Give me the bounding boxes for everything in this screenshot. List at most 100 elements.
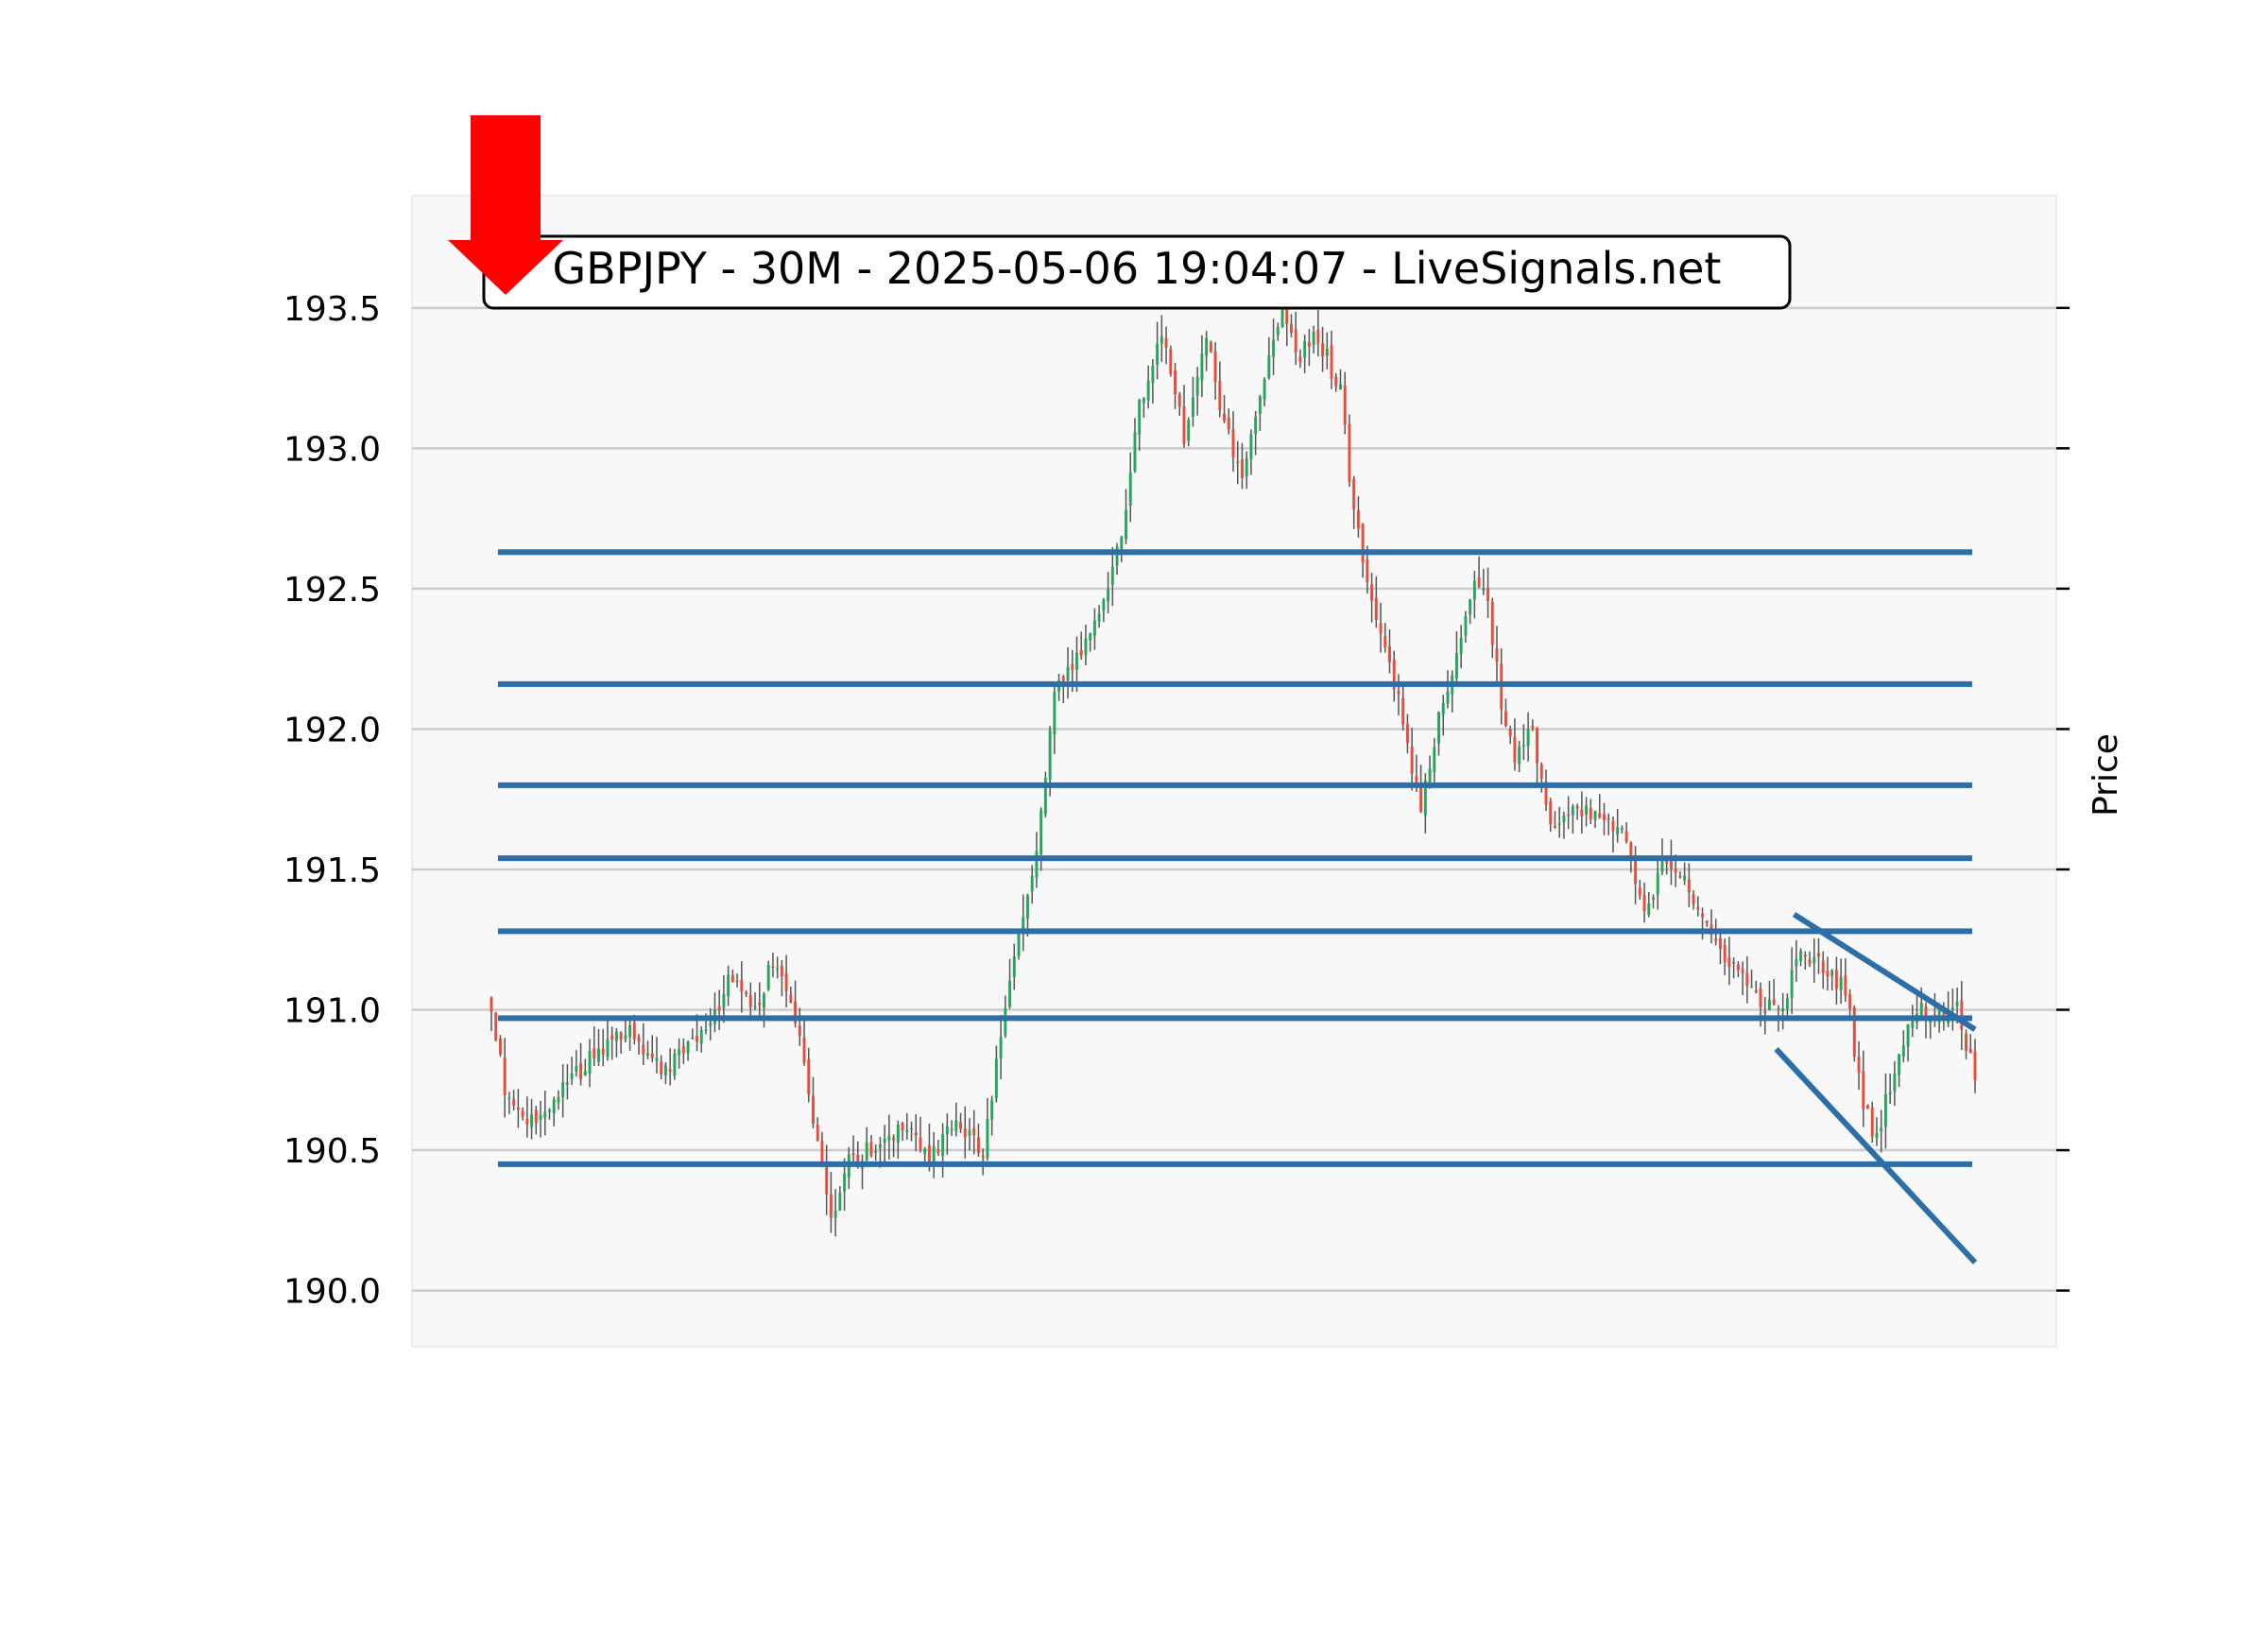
candle-down (521, 1110, 524, 1117)
candle-down (490, 997, 493, 1012)
y-axis-label: Price (2087, 733, 2125, 817)
candle-down (1405, 723, 1409, 744)
y-axis: 190.0 190.5 191.0 191.5 192.0 192.5 193.0 193.5 (284, 290, 2070, 1312)
candle-down (771, 966, 775, 968)
candle-down (610, 1035, 614, 1040)
candle-down (1071, 663, 1074, 671)
candle-up (1459, 637, 1463, 655)
candle-down (816, 1125, 819, 1141)
candle-down (869, 1142, 873, 1156)
candle-down (1714, 938, 1718, 941)
candle-up (699, 1029, 703, 1044)
candle-down (660, 1061, 663, 1075)
gridlines (412, 306, 2056, 1292)
candle-up (1880, 1127, 1883, 1132)
candle-down (1678, 876, 1682, 878)
candle-up (1790, 969, 1794, 998)
candle-up (1339, 384, 1342, 389)
candle-up (1683, 875, 1687, 881)
candle-up (1102, 599, 1106, 611)
candle-up (941, 1134, 945, 1157)
trendline (1774, 1047, 1978, 1264)
candle-up (865, 1142, 868, 1161)
candle-down (1736, 964, 1740, 971)
candle-down (717, 1006, 721, 1011)
candle-down (1352, 478, 1356, 510)
candle-down (1415, 776, 1418, 783)
candle-up (686, 1041, 690, 1054)
candle-up (1423, 780, 1427, 816)
candle-up (1593, 811, 1597, 820)
candle-down (758, 1002, 762, 1006)
candle-up (1097, 613, 1101, 622)
candle-down (1741, 969, 1744, 973)
candle-down (798, 1025, 801, 1036)
candle-up (1469, 599, 1472, 615)
candle-up (678, 1049, 681, 1056)
chart-title: GBPJPY - 30M - 2025-05-06 19:04:07 - Liv… (553, 243, 1722, 294)
candle-down (1544, 781, 1548, 805)
candle-down (1754, 989, 1758, 992)
candle-down (632, 1022, 636, 1040)
candle-up (1205, 337, 1209, 356)
y-tick-label: 192.0 (284, 711, 381, 749)
candle-down (1182, 406, 1186, 444)
candle-up (663, 1065, 667, 1075)
candle-down (1370, 584, 1374, 601)
candle-down (748, 995, 752, 1007)
candle-down (1316, 329, 1320, 344)
candle-down (745, 992, 748, 994)
candle-down (856, 1154, 860, 1166)
candle-up (1160, 336, 1163, 344)
candle-up (923, 1148, 927, 1155)
candle-down (1477, 576, 1481, 588)
candle-up (673, 1053, 677, 1076)
candle-up (530, 1114, 534, 1127)
candle-up (1125, 509, 1127, 540)
y-tick-label: 190.5 (284, 1132, 381, 1171)
candle-down (1701, 913, 1705, 918)
y-tick-label: 190.0 (284, 1273, 381, 1312)
candle-down (503, 1057, 507, 1095)
candle-up (583, 1071, 587, 1075)
candle-down (1410, 746, 1414, 774)
candle-up (1656, 872, 1659, 895)
candle-up (614, 1031, 618, 1041)
candle-up (1048, 731, 1052, 781)
candle-down (780, 965, 783, 977)
candle-up (1518, 746, 1521, 765)
candle-up (1084, 638, 1088, 656)
candle-down (1968, 1048, 1972, 1054)
candle-down (1606, 817, 1610, 820)
candle-down (1723, 945, 1727, 962)
candle-up (838, 1193, 842, 1212)
candle-down (1348, 423, 1351, 482)
candle-up (1437, 712, 1440, 744)
candle-up (1647, 903, 1651, 915)
candle-up (709, 1023, 713, 1026)
sell-signal-arrow-icon (448, 115, 563, 295)
candle-up (646, 1053, 649, 1056)
candle-down (1821, 960, 1825, 973)
candle-down (1169, 349, 1173, 374)
candle-down (1174, 370, 1177, 395)
candle-down (1079, 649, 1083, 657)
candle-down (1379, 623, 1383, 634)
candle-up (565, 1082, 569, 1085)
candle-down (919, 1137, 922, 1151)
candle-up (543, 1111, 547, 1118)
candle-down (794, 1001, 798, 1023)
candle-down (601, 1048, 605, 1055)
candle-down (637, 1037, 641, 1041)
candle-up (945, 1126, 949, 1135)
candle-up (905, 1129, 909, 1132)
candle-up (1620, 828, 1624, 830)
candle-up (1526, 729, 1530, 747)
candle-down (963, 1127, 967, 1138)
candle-up (1128, 472, 1132, 506)
candle-down (1589, 807, 1592, 819)
candle-down (1834, 970, 1838, 989)
candle-down (619, 1032, 623, 1041)
candle-up (507, 1096, 511, 1099)
candle-down (1356, 510, 1360, 528)
